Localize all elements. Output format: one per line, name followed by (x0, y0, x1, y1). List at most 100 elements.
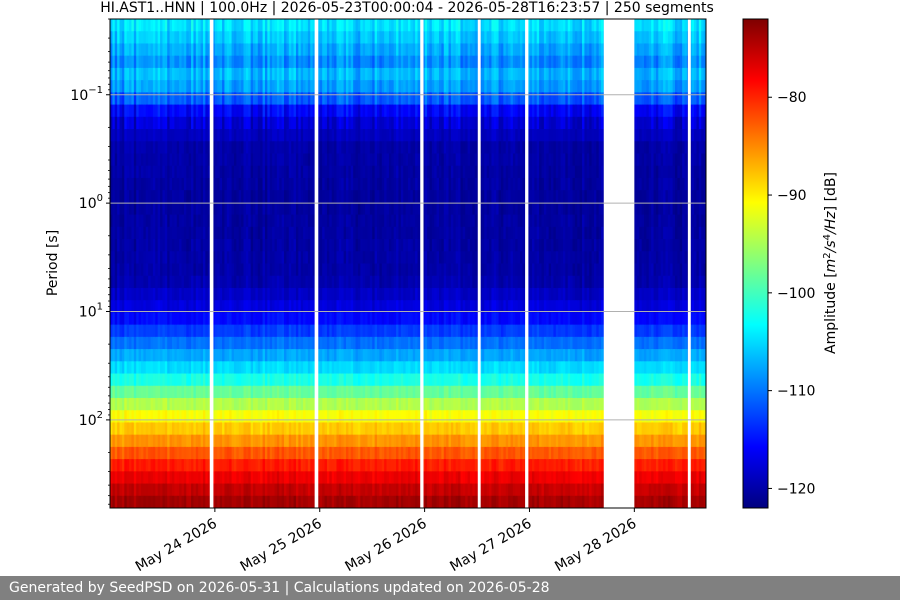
heatmap-cell (164, 19, 168, 32)
heatmap-cell (164, 31, 168, 45)
heatmap-cell (117, 287, 121, 301)
heatmap-cell (207, 410, 211, 424)
heatmap-cell (171, 31, 175, 45)
heatmap-cell (248, 300, 252, 313)
heatmap-cell (284, 446, 288, 460)
heatmap-cell (162, 226, 166, 240)
heatmap-cell (219, 190, 223, 203)
heatmap-cell (188, 92, 192, 106)
heatmap-cell (112, 446, 116, 460)
heatmap-cell (214, 141, 218, 155)
heatmap-column (274, 19, 278, 508)
heatmap-cell (238, 422, 242, 436)
heatmap-cell (286, 361, 290, 375)
heatmap-cell (181, 349, 185, 362)
heatmap-cell (148, 446, 152, 460)
heatmap-cell (164, 43, 168, 57)
heatmap-cell (229, 422, 233, 436)
heatmap-cell (167, 80, 171, 93)
heatmap-cell (176, 190, 180, 203)
heatmap-column (133, 19, 137, 508)
heatmap-cell (238, 43, 242, 57)
heatmap-cell (212, 239, 216, 252)
heatmap-cell (267, 55, 271, 69)
heatmap-cell (114, 116, 118, 130)
heatmap-cell (176, 397, 180, 411)
heatmap-cell (145, 177, 149, 191)
heatmap-cell (112, 80, 116, 93)
heatmap-cell (267, 190, 271, 203)
heatmap-cell (191, 446, 195, 460)
heatmap-cell (207, 275, 211, 289)
heatmap-cell (117, 397, 121, 411)
heatmap-cell (136, 287, 140, 301)
heatmap-cell (150, 202, 154, 216)
heatmap-cell (238, 104, 242, 118)
heatmap-cell (126, 190, 130, 203)
heatmap-cell (248, 324, 252, 338)
heatmap-cell (298, 141, 302, 155)
heatmap-cell (155, 104, 159, 118)
heatmap-cell (133, 129, 137, 142)
heatmap-cell (126, 324, 130, 338)
heatmap-cell (295, 67, 299, 81)
heatmap-cell (193, 141, 197, 155)
heatmap-cell (269, 275, 273, 289)
heatmap-cell (260, 19, 264, 32)
heatmap-cell (214, 446, 218, 460)
heatmap-cell (224, 177, 228, 191)
heatmap-cell (126, 104, 130, 118)
heatmap-cell (145, 446, 149, 460)
heatmap-cell (241, 275, 245, 289)
heatmap-cell (226, 385, 230, 399)
heatmap-cell (243, 31, 247, 45)
heatmap-cell (195, 141, 199, 155)
heatmap-cell (131, 153, 135, 167)
heatmap-cell (272, 349, 276, 362)
heatmap-cell (198, 190, 202, 203)
heatmap-cell (162, 300, 166, 313)
heatmap-cell (167, 153, 171, 167)
heatmap-cell (224, 495, 228, 508)
heatmap-cell (155, 275, 159, 289)
heatmap-cell (179, 483, 183, 497)
heatmap-cell (205, 226, 209, 240)
heatmap-cell (143, 251, 147, 265)
heatmap-column (114, 19, 118, 508)
heatmap-cell (241, 165, 245, 179)
heatmap-cell (186, 177, 190, 191)
heatmap-cell (286, 349, 290, 362)
heatmap-cell (276, 446, 280, 460)
heatmap-cell (274, 300, 278, 313)
heatmap-cell (136, 422, 140, 436)
heatmap-cell (171, 251, 175, 265)
heatmap-cell (145, 239, 149, 252)
heatmap-cell (112, 422, 116, 436)
heatmap-cell (167, 116, 171, 130)
heatmap-cell (229, 153, 233, 167)
heatmap-cell (262, 446, 266, 460)
heatmap-cell (110, 239, 113, 252)
heatmap-cell (205, 190, 209, 203)
heatmap-cell (136, 336, 140, 350)
heatmap-cell (231, 324, 235, 338)
heatmap-cell (226, 104, 230, 118)
heatmap-cell (233, 239, 237, 252)
heatmap-cell (191, 55, 195, 69)
heatmap-cell (214, 471, 218, 485)
heatmap-cell (267, 263, 271, 277)
heatmap-cell (286, 226, 290, 240)
heatmap-cell (112, 43, 116, 57)
heatmap-cell (279, 349, 283, 362)
heatmap-cell (140, 287, 144, 301)
heatmap-cell (284, 80, 288, 93)
heatmap-cell (157, 31, 161, 45)
heatmap-cell (148, 495, 152, 508)
heatmap-cell (119, 275, 123, 289)
heatmap-cell (167, 471, 171, 485)
heatmap-cell (112, 373, 116, 387)
heatmap-cell (179, 385, 183, 399)
heatmap-cell (191, 165, 195, 179)
heatmap-cell (298, 116, 302, 130)
heatmap-cell (291, 275, 295, 289)
